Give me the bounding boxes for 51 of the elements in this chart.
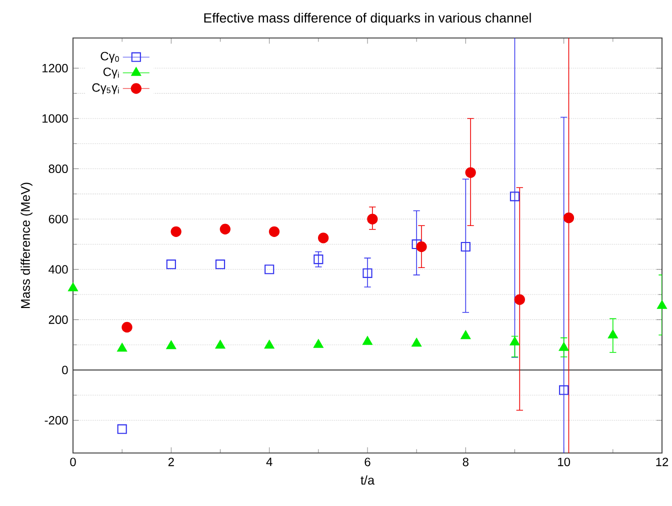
point [412, 338, 422, 347]
x-axis-title: t/a [360, 475, 375, 485]
point [166, 340, 176, 350]
point [220, 224, 230, 234]
point [268, 226, 280, 237]
y-tick-label: 1000 [42, 114, 68, 123]
legend-label: Cγ$_{i}$ [103, 68, 119, 78]
point [510, 336, 520, 346]
x-tick-label: 0 [70, 458, 76, 466]
y-tick-label: 800 [48, 164, 68, 174]
y-tick-label: 600 [48, 214, 68, 224]
y-tick-label: 1200 [42, 64, 68, 72]
y-tick-label: -200 [44, 416, 68, 425]
point [362, 268, 372, 278]
point [460, 330, 471, 340]
point [68, 282, 78, 292]
point [215, 340, 226, 349]
x-tick-label: 8 [462, 458, 468, 466]
point [313, 339, 324, 348]
point [362, 336, 372, 345]
point [367, 214, 378, 224]
point [166, 260, 176, 270]
point [215, 260, 226, 270]
point [465, 167, 476, 178]
point [563, 212, 574, 224]
point [514, 294, 525, 305]
point [170, 226, 182, 237]
point [412, 239, 422, 250]
point [416, 241, 427, 252]
point [608, 330, 618, 338]
point [558, 342, 569, 351]
point [264, 340, 274, 349]
x-tick-label: 10 [558, 458, 570, 466]
point [122, 322, 132, 333]
chart-title: Effective mass difference of diquarks in various channel [204, 12, 531, 26]
legend-label: Cγ$_{0}$ [100, 52, 119, 63]
point [117, 343, 128, 352]
x-tick-label: 6 [364, 458, 370, 466]
point [314, 254, 324, 264]
y-tick-label: 0 [62, 366, 68, 374]
point [318, 232, 329, 244]
y-tick-label: 200 [48, 315, 68, 324]
y-tick-label: 400 [48, 265, 68, 274]
legend-label: Cγ$_{5}$γ$_{i}$ [92, 83, 119, 94]
x-tick-label: 4 [266, 458, 272, 466]
point [460, 242, 470, 252]
y-axis-title: Mass difference (MeV) [20, 182, 32, 308]
x-tick-label: 2 [168, 458, 174, 466]
x-tick-label: 12 [656, 458, 668, 466]
point [510, 192, 520, 202]
point [264, 264, 274, 274]
